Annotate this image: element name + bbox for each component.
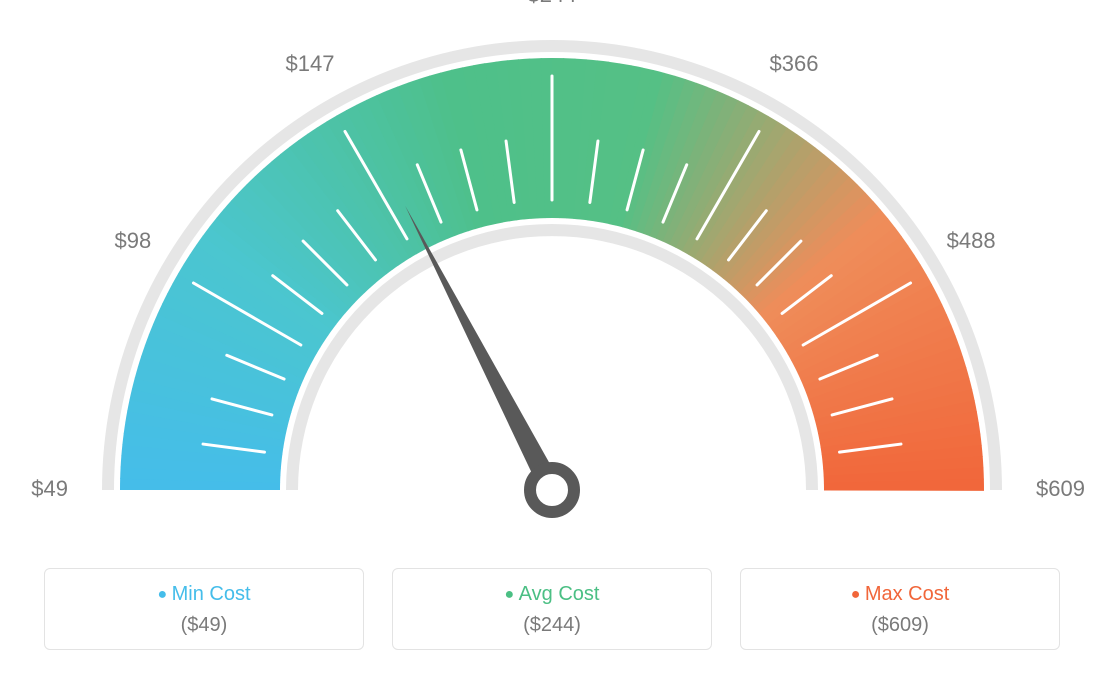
- legend-value-max: ($609): [741, 614, 1059, 637]
- gauge-tick-label: $98: [114, 228, 151, 253]
- legend-label-min: Min Cost: [45, 583, 363, 606]
- legend-row: Min Cost ($49) Avg Cost ($244) Max Cost …: [0, 568, 1104, 650]
- gauge-tick-label: $366: [770, 51, 819, 76]
- gauge-tick-label: $244: [528, 0, 577, 7]
- gauge-tick-label: $147: [286, 51, 335, 76]
- legend-label-avg: Avg Cost: [393, 583, 711, 606]
- cost-gauge: $49 $98 $147 $244 $366 $488 $609: [0, 0, 1104, 560]
- gauge-tick-label: $609: [1036, 476, 1085, 501]
- gauge-tick-label: $49: [31, 476, 68, 501]
- gauge-svg: $49 $98 $147 $244 $366 $488 $609: [0, 0, 1104, 560]
- legend-card-max: Max Cost ($609): [740, 568, 1060, 650]
- gauge-tick-label: $488: [947, 228, 996, 253]
- legend-label-max: Max Cost: [741, 583, 1059, 606]
- gauge-hub: [530, 468, 574, 512]
- legend-card-avg: Avg Cost ($244): [392, 568, 712, 650]
- legend-card-min: Min Cost ($49): [44, 568, 364, 650]
- legend-value-min: ($49): [45, 614, 363, 637]
- legend-value-avg: ($244): [393, 614, 711, 637]
- gauge-needle: [405, 206, 562, 495]
